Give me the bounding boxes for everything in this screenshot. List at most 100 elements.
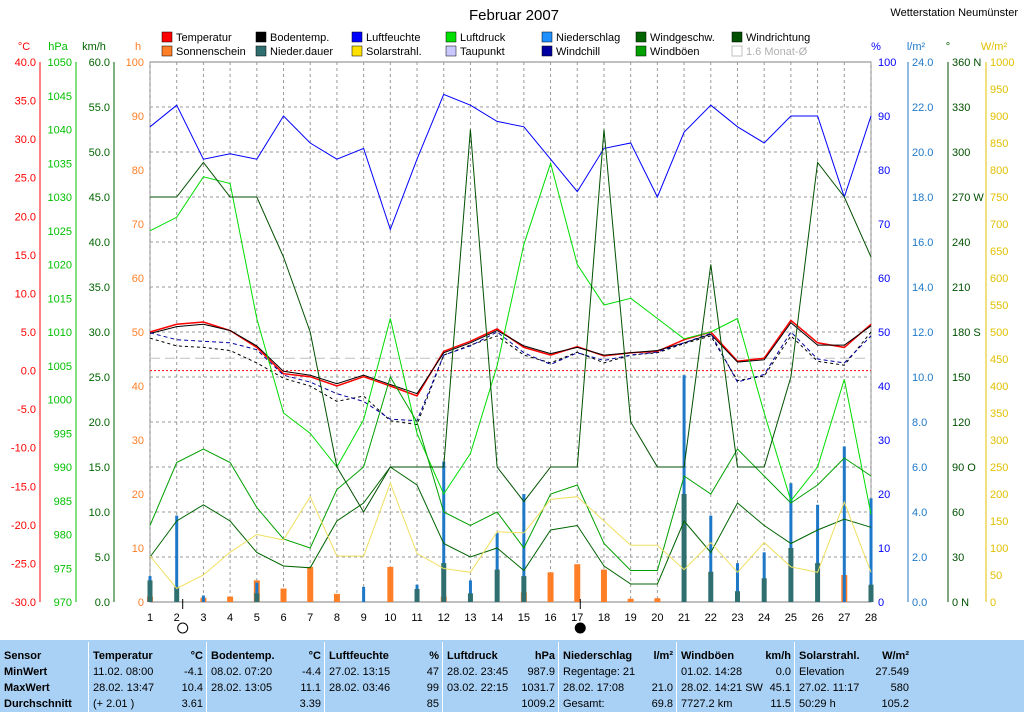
tick-label-humidity: 30	[878, 435, 890, 447]
bar-niederschlag	[362, 586, 366, 602]
stats-cell: Regentage: 21	[563, 666, 636, 678]
legend-swatch	[541, 31, 553, 43]
stats-column-niederschlag: Niederschlag l/m² Regentage: 21 28.02. 17:0…	[558, 642, 677, 712]
stats-cell: 28.02. 13:05 11.1	[211, 682, 321, 694]
series-luftfeuchte	[149, 93, 872, 231]
tick-label-direction: 60	[952, 507, 964, 519]
legend-swatch	[445, 45, 457, 57]
stats-cell: 3.39	[299, 698, 321, 710]
tick-label-rain: 6.0	[912, 462, 927, 474]
series-windchill	[149, 331, 872, 422]
bar-niederschlag	[495, 532, 499, 602]
stats-cell: 03.02. 22:15 1031.7	[447, 682, 555, 694]
tick-label-solar: 600	[990, 273, 1008, 285]
tick-label-hours: 10	[132, 543, 144, 555]
x-tick-label: 25	[785, 612, 797, 624]
stats-header: Luftdruck hPa	[447, 650, 555, 662]
stats-cell: MaxWert	[4, 682, 50, 694]
tick-label-rain: 12.0	[912, 327, 933, 339]
x-tick-label: 2	[174, 612, 180, 624]
tick-label-direction: 30	[952, 552, 964, 564]
stats-column-luftdruck: Luftdruck hPa 28.02. 23:45 987.9 03.02. 22:1…	[442, 642, 559, 712]
legend-item: Nieder.dauer	[255, 45, 333, 58]
x-tick-label: 24	[758, 612, 770, 624]
stats-cell: Durchschnitt	[4, 698, 72, 710]
bar-niederdauer	[761, 578, 767, 602]
tick-label-rain: 16.0	[912, 237, 933, 249]
stats-cell: 7727.2 km 11.5	[681, 698, 791, 710]
tick-label-solar: 300	[990, 435, 1008, 447]
tick-label-pressure: 1020	[48, 260, 72, 272]
bar-niederdauer	[734, 591, 740, 602]
axis-unit-direction: °	[946, 41, 950, 53]
tick-label-temp: -10.0	[11, 443, 36, 455]
tick-label-solar: 800	[990, 165, 1008, 177]
tick-label-temp: 10.0	[15, 288, 36, 300]
legend-item: Temperatur	[161, 31, 232, 44]
stats-cell: 28.02. 17:08 21.0	[563, 682, 673, 694]
bar-niederdauer	[147, 580, 153, 602]
bar-niederschlag	[682, 375, 686, 602]
tick-label-solar: 50	[990, 570, 1002, 582]
legend-label: Luftfeuchte	[366, 32, 420, 44]
legend-label: Windrichtung	[746, 32, 810, 44]
legend-label: Windböen	[650, 46, 700, 58]
tick-label-pressure: 1040	[48, 125, 72, 137]
stats-header: Windböen km/h	[681, 650, 791, 662]
x-tick-label: 13	[464, 612, 476, 624]
bar-niederdauer	[708, 571, 714, 602]
tick-label-wind: 60.0	[89, 57, 110, 69]
tick-label-solar: 1000	[990, 57, 1014, 69]
x-tick-label: 7	[307, 612, 313, 624]
x-tick-label: 16	[544, 612, 556, 624]
tick-label-hours: 50	[132, 327, 144, 339]
tick-label-solar: 650	[990, 246, 1008, 258]
tick-label-temp: -5.0	[17, 404, 36, 416]
series-windben	[149, 375, 872, 571]
legend-label: Luftdruck	[460, 32, 506, 44]
tick-label-wind: 30.0	[89, 327, 110, 339]
x-tick-label: 11	[411, 612, 422, 624]
stats-cell: 27.02. 11:17 580	[799, 682, 909, 694]
stats-column-bodentemp: Bodentemp. °C 08.02. 07:20 -4.4 28.02. 13:05…	[206, 642, 325, 712]
tick-label-solar: 0	[990, 597, 996, 609]
x-tick-label: 12	[438, 612, 450, 624]
legend-label: Windchill	[556, 46, 600, 58]
tick-label-humidity: 20	[878, 489, 890, 501]
bar-niederschlag	[709, 515, 713, 602]
tick-label-direction: 300	[952, 147, 970, 159]
legend-label: Taupunkt	[460, 46, 505, 58]
x-tick-label: 21	[678, 612, 690, 624]
bar-sonnenschein	[547, 572, 554, 602]
stats-cell: 28.02. 23:45 987.9	[447, 666, 555, 678]
full-moon-icon	[177, 622, 189, 634]
tick-label-hours: 80	[132, 165, 144, 177]
tick-label-pressure: 1015	[48, 293, 72, 305]
series-solarstrahl	[149, 481, 872, 590]
tick-label-temp: 35.0	[15, 96, 36, 108]
tick-label-solar: 900	[990, 111, 1008, 123]
legend-label: 1.6 Monat-Ø	[746, 46, 808, 58]
axis-unit-solar: W/m²	[981, 41, 1008, 53]
tick-label-pressure: 1035	[48, 158, 72, 170]
stats-header: Niederschlag l/m²	[563, 650, 673, 662]
tick-label-pressure: 1010	[48, 327, 72, 339]
tick-label-humidity: 40	[878, 381, 890, 393]
legend-swatch	[635, 45, 647, 57]
legend-swatch	[255, 45, 267, 57]
tick-label-hours: 70	[132, 219, 144, 231]
tick-label-wind: 50.0	[89, 147, 110, 159]
tick-label-pressure: 970	[54, 597, 72, 609]
stats-cell: 28.02. 13:47 10.4	[93, 682, 203, 694]
stats-cell: 1009.2	[521, 698, 555, 710]
bar-niederdauer	[815, 563, 821, 602]
tick-label-temp: 0.0	[21, 366, 36, 378]
chart-legend: Temperatur Bodentemp. Luftfeuchte Luftdruck…	[161, 31, 810, 58]
tick-label-wind: 55.0	[89, 102, 110, 114]
stats-header: Solarstrahl. W/m²	[799, 650, 909, 662]
x-tick-label: 19	[625, 612, 637, 624]
stats-header: Bodentemp. °C	[211, 650, 321, 662]
tick-label-solar: 450	[990, 354, 1008, 366]
x-tick-label: 20	[651, 612, 663, 624]
bar-niederdauer	[868, 584, 874, 602]
